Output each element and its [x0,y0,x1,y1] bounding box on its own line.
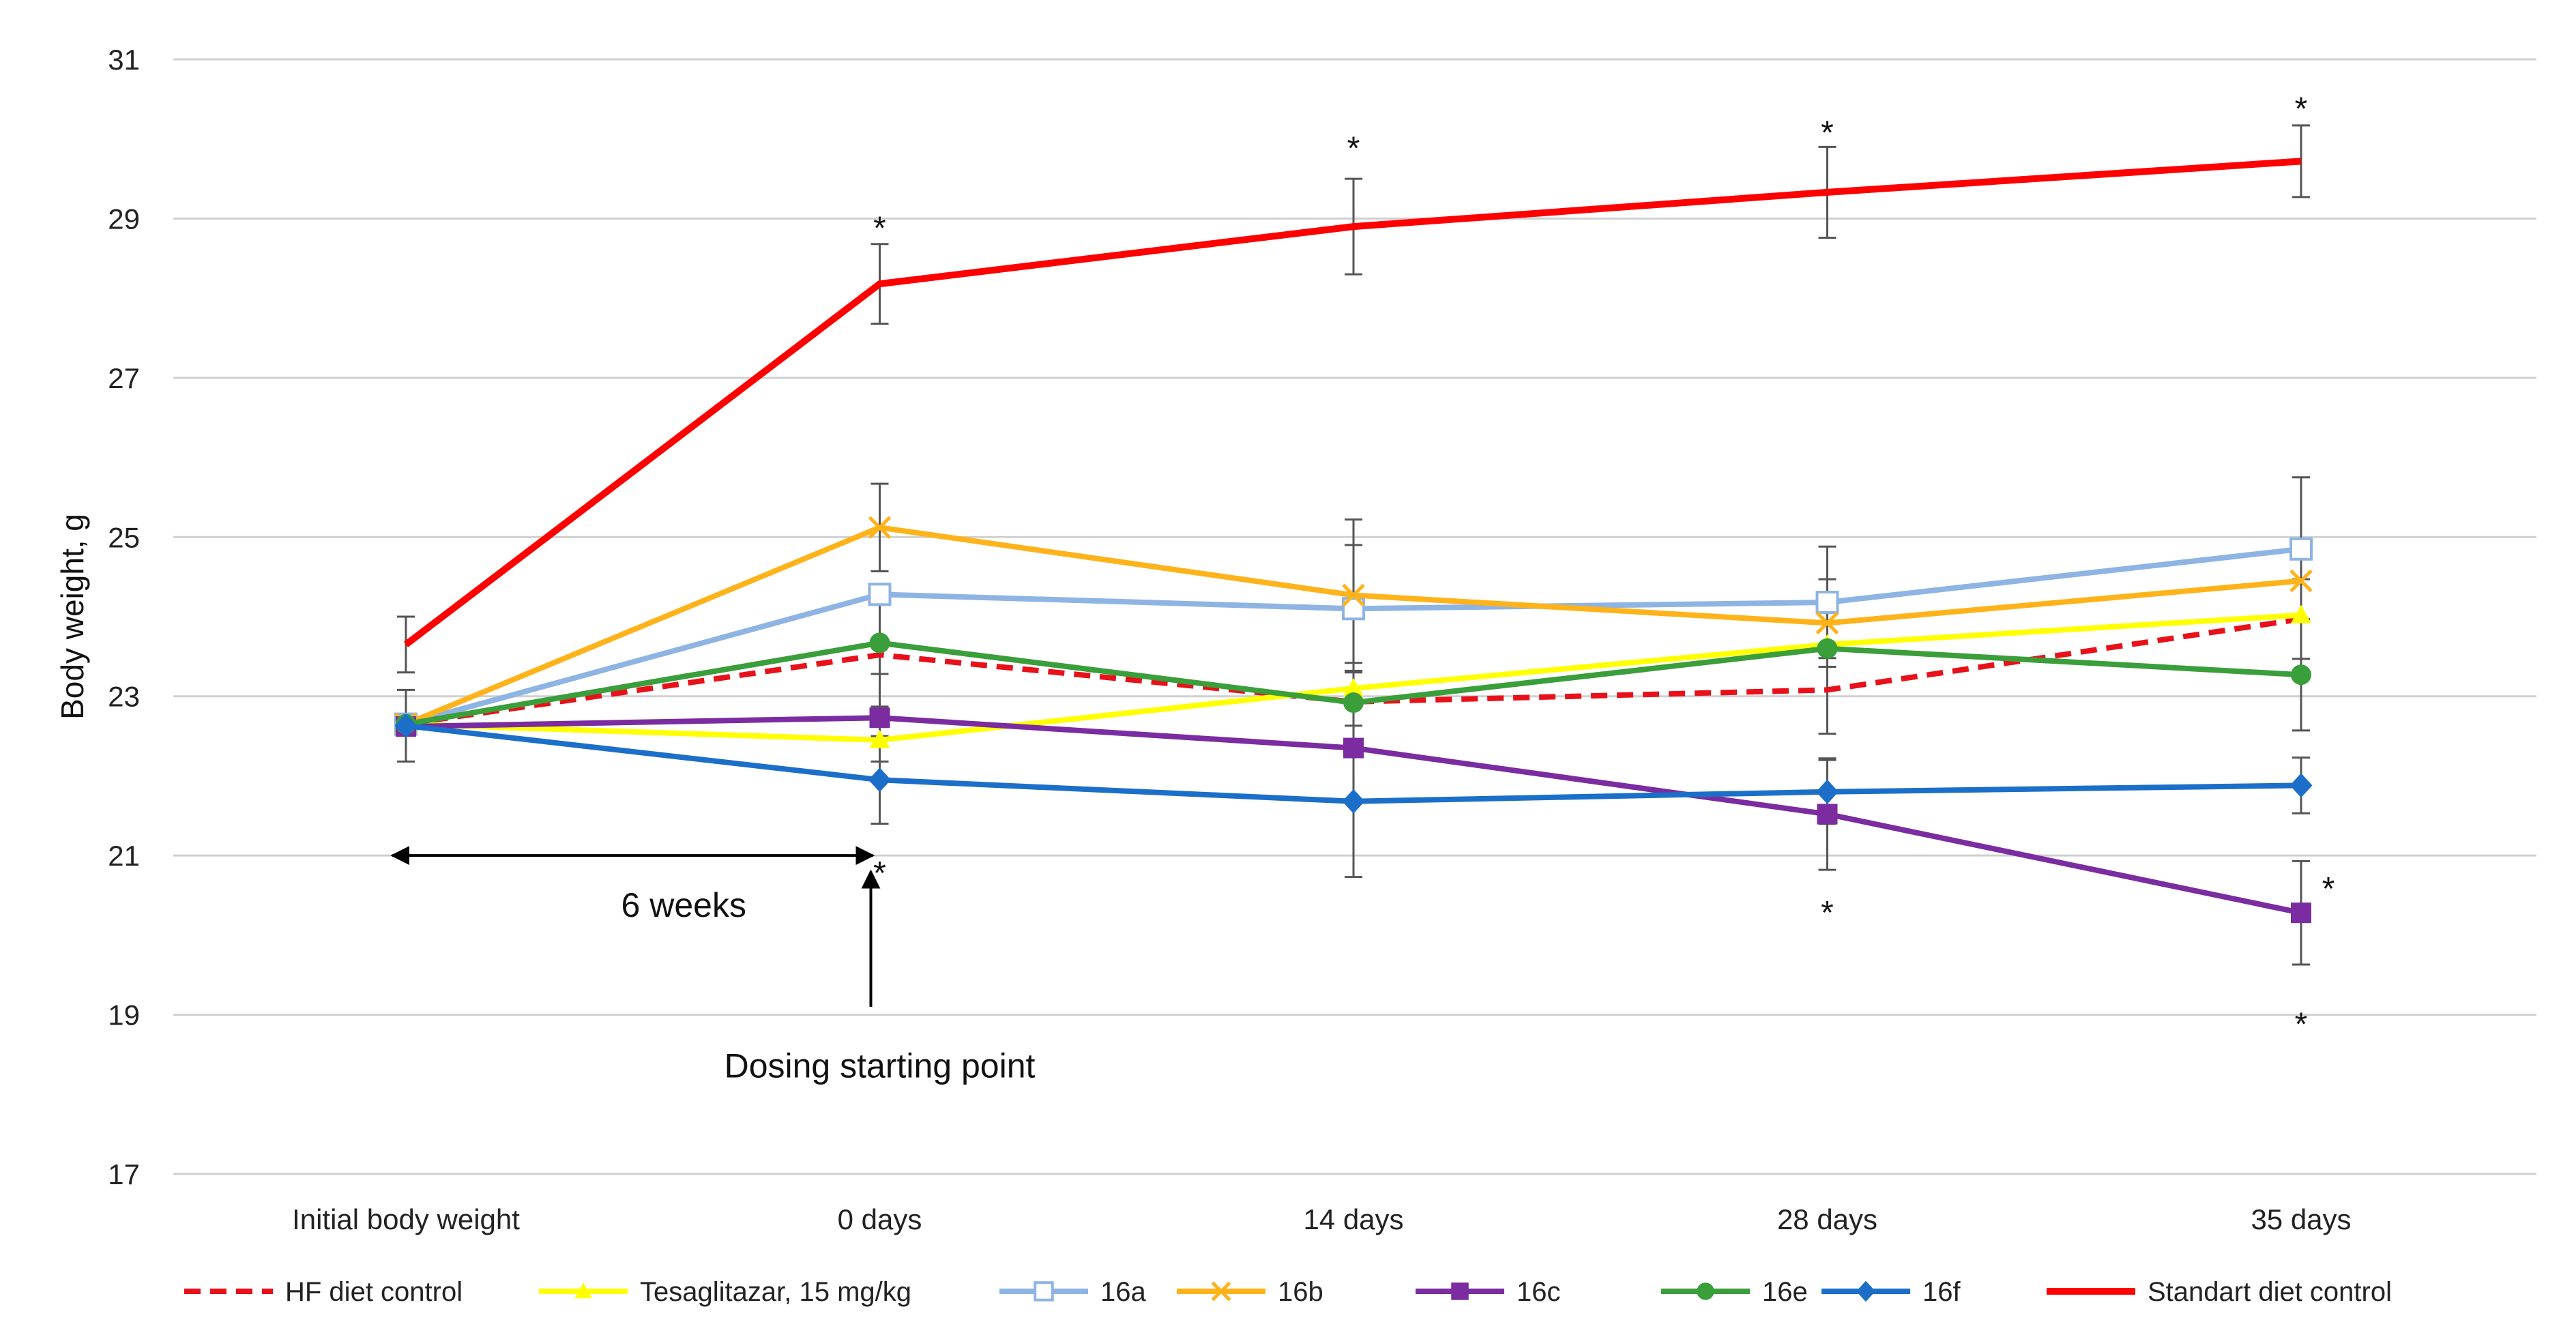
legend-label: 16f [1922,1277,1961,1307]
legend-label: Standart diet control [2148,1277,2392,1307]
series-line [405,616,2302,727]
diamond-marker [2289,773,2313,798]
square-marker [2291,902,2311,924]
x-marker [1211,1281,1231,1302]
y-tick-label: 17 [108,1158,140,1190]
series-16e [396,632,2311,735]
square-marker [1343,737,1364,759]
circle-marker [1817,638,1838,659]
significance-star: * [2295,91,2308,127]
diamond-marker [1342,789,1365,814]
x-marker [868,516,892,540]
error-bars [397,124,2310,966]
diamond-marker [868,767,891,793]
y-axis-label: Body weight, g [55,514,90,720]
square-marker [1817,804,1838,825]
series-16b [394,516,2313,736]
y-tick-label: 21 [108,840,140,872]
series-Standart diet control [403,158,2302,647]
significance-star: * [2322,871,2335,907]
circle-marker [869,632,890,653]
series-16c [396,707,2311,924]
x-tick-label: 35 days [2251,1203,2351,1235]
y-tick-label: 27 [108,362,140,394]
x-marker [2289,569,2313,593]
legend-item: HF diet control [184,1277,463,1307]
x-tick-label: 28 days [1777,1203,1877,1235]
dosing-start-label: Dosing starting point [724,1047,1036,1085]
x-axis-ticks: Initial body weight 0 days 14 days 28 days 3… [292,1203,2351,1235]
open-square-marker [2289,537,2313,561]
y-tick-label: 19 [108,999,140,1031]
legend-item: 16a [999,1277,1146,1307]
series-HF diet control [405,616,2302,727]
significance-star: * [873,855,886,892]
diamond-marker [394,713,418,738]
series-line [403,158,2302,647]
y-tick-label: 31 [108,44,140,76]
diamond-marker [1856,1280,1876,1302]
triangle-marker [1343,678,1364,697]
triangle-marker [869,729,890,748]
triangle-marker [574,1282,592,1299]
legend-label: HF diet control [285,1277,463,1307]
significance-star: * [2295,1007,2308,1043]
x-marker [1342,583,1365,607]
x-tick-label: 14 days [1303,1203,1403,1235]
legend: HF diet control Tesaglitazar, 15 mg/kg 16a… [184,1277,2392,1307]
significance-marks: * * * * * * * * [873,91,2334,1042]
y-tick-label: 23 [108,681,140,713]
legend-item: 16e [1661,1277,1808,1307]
legend-label: Tesaglitazar, 15 mg/kg [640,1277,911,1307]
annotations: 6 weeks Dosing starting point [390,846,1036,1085]
series-lines [394,158,2313,924]
circle-marker [1697,1282,1714,1300]
open-square-marker [1034,1281,1054,1302]
legend-item: 16b [1177,1277,1323,1307]
x-tick-label: Initial body weight [292,1203,520,1235]
x-tick-label: 0 days [838,1203,922,1235]
legend-item: Tesaglitazar, 15 mg/kg [539,1277,911,1307]
significance-star: * [873,210,886,246]
legend-item: 16c [1416,1277,1561,1307]
open-square-marker [1815,590,1839,614]
circle-marker [1343,692,1364,714]
x-marker [1815,611,1839,635]
series-16f [394,713,2313,814]
legend-label: 16b [1278,1277,1323,1307]
circle-marker [2291,664,2311,686]
legend-label: 16e [1762,1277,1808,1307]
square-marker [1451,1282,1469,1300]
y-tick-label: 25 [108,521,140,553]
legend-item: Standart diet control [2047,1277,2392,1307]
legend-label: 16a [1100,1277,1146,1307]
legend-label: 16c [1517,1277,1561,1307]
open-square-marker [868,583,892,606]
significance-star: * [1821,115,1834,151]
triangle-marker [2291,604,2311,623]
y-axis-ticks: 17 19 21 23 25 27 29 31 [108,44,140,1190]
legend-item: 16f [1821,1277,1961,1307]
y-tick-label: 29 [108,203,140,235]
significance-star: * [1347,131,1360,167]
significance-star: * [1821,895,1834,931]
diamond-marker [1816,779,1839,804]
six-weeks-label: 6 weeks [621,886,746,924]
square-marker [869,707,890,729]
